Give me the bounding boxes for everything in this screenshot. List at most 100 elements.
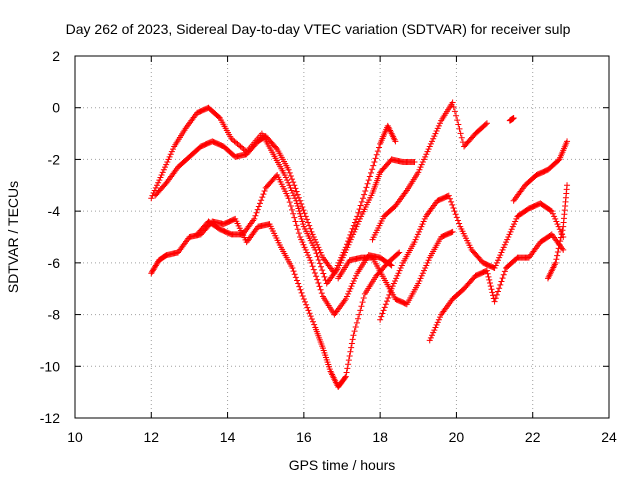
data-point xyxy=(348,344,355,351)
data-point xyxy=(313,239,320,246)
data-point xyxy=(353,319,360,326)
data-point xyxy=(297,210,304,217)
data-point xyxy=(349,280,356,287)
data-point xyxy=(292,195,299,202)
data-point xyxy=(453,112,460,119)
data-point xyxy=(485,273,492,280)
data-point xyxy=(507,228,514,235)
data-point xyxy=(372,155,379,162)
data-point xyxy=(273,144,280,151)
data-point xyxy=(166,153,173,160)
data-point xyxy=(446,195,453,202)
y-tick-label: -8 xyxy=(48,307,61,323)
data-point xyxy=(509,223,516,230)
data-point xyxy=(417,164,424,171)
data-point xyxy=(342,296,349,303)
data-point xyxy=(353,223,360,230)
data-point xyxy=(356,311,363,318)
data-point xyxy=(418,272,425,279)
data-point xyxy=(392,138,399,145)
data-point xyxy=(290,192,297,199)
data-point xyxy=(557,238,564,245)
data-point xyxy=(510,115,517,122)
data-point xyxy=(306,310,313,317)
data-point xyxy=(311,269,318,276)
data-point xyxy=(488,286,495,293)
y-tick-label: -6 xyxy=(48,255,61,271)
data-point xyxy=(348,228,355,235)
data-point xyxy=(449,201,456,208)
data-point xyxy=(304,304,311,311)
data-marks xyxy=(148,99,571,390)
data-point xyxy=(154,182,161,189)
data-point xyxy=(310,318,317,325)
data-point xyxy=(377,316,384,323)
data-point xyxy=(160,166,167,173)
data-point xyxy=(300,296,307,303)
data-point xyxy=(549,210,556,217)
data-point xyxy=(299,239,306,246)
data-point xyxy=(486,276,493,283)
data-point xyxy=(432,324,439,331)
data-point xyxy=(256,200,263,207)
data-point xyxy=(342,373,349,380)
data-point xyxy=(384,298,391,305)
data-point xyxy=(449,228,456,235)
data-point xyxy=(294,226,301,233)
data-point xyxy=(375,144,382,151)
data-point xyxy=(320,270,327,277)
data-point xyxy=(394,272,401,279)
data-point xyxy=(309,231,316,238)
data-point xyxy=(491,298,498,305)
series-track-9 xyxy=(510,138,571,204)
data-point xyxy=(305,219,312,226)
data-point xyxy=(411,159,418,166)
series-track-2 xyxy=(152,122,399,277)
data-point xyxy=(353,216,360,223)
data-point xyxy=(306,254,313,261)
data-point xyxy=(369,166,376,173)
series-track-1 xyxy=(148,104,418,287)
data-point xyxy=(435,316,442,323)
data-point xyxy=(508,226,515,233)
data-point xyxy=(552,215,559,222)
data-point xyxy=(425,257,432,264)
data-point xyxy=(303,301,310,308)
data-point xyxy=(286,199,293,206)
data-point xyxy=(348,340,355,347)
data-point xyxy=(493,291,500,298)
data-point xyxy=(380,307,387,314)
data-point xyxy=(317,249,324,256)
data-point xyxy=(349,225,356,232)
data-point xyxy=(559,227,566,234)
data-point xyxy=(450,103,457,110)
data-point xyxy=(258,197,265,204)
data-point xyxy=(483,267,490,274)
data-point xyxy=(298,215,305,222)
data-point xyxy=(321,273,328,280)
y-tick-label: -2 xyxy=(48,151,61,167)
data-point xyxy=(431,133,438,140)
data-point xyxy=(168,148,175,155)
x-tick-label: 24 xyxy=(601,429,617,445)
data-point xyxy=(292,274,299,281)
data-point xyxy=(300,241,307,248)
data-point xyxy=(387,261,394,268)
data-point xyxy=(370,162,377,169)
data-point xyxy=(352,226,359,233)
data-point xyxy=(448,198,455,205)
data-point xyxy=(334,262,341,269)
data-point xyxy=(343,369,350,376)
data-point xyxy=(388,285,395,292)
data-point xyxy=(296,208,303,215)
data-point xyxy=(421,215,428,222)
x-tick-label: 12 xyxy=(143,429,159,445)
y-tick-label: 0 xyxy=(52,100,60,116)
data-point xyxy=(511,221,518,228)
data-point xyxy=(362,187,369,194)
data-point xyxy=(351,219,358,226)
data-point xyxy=(390,280,397,287)
data-point xyxy=(159,169,166,176)
data-point xyxy=(344,365,351,372)
data-point xyxy=(415,280,422,287)
